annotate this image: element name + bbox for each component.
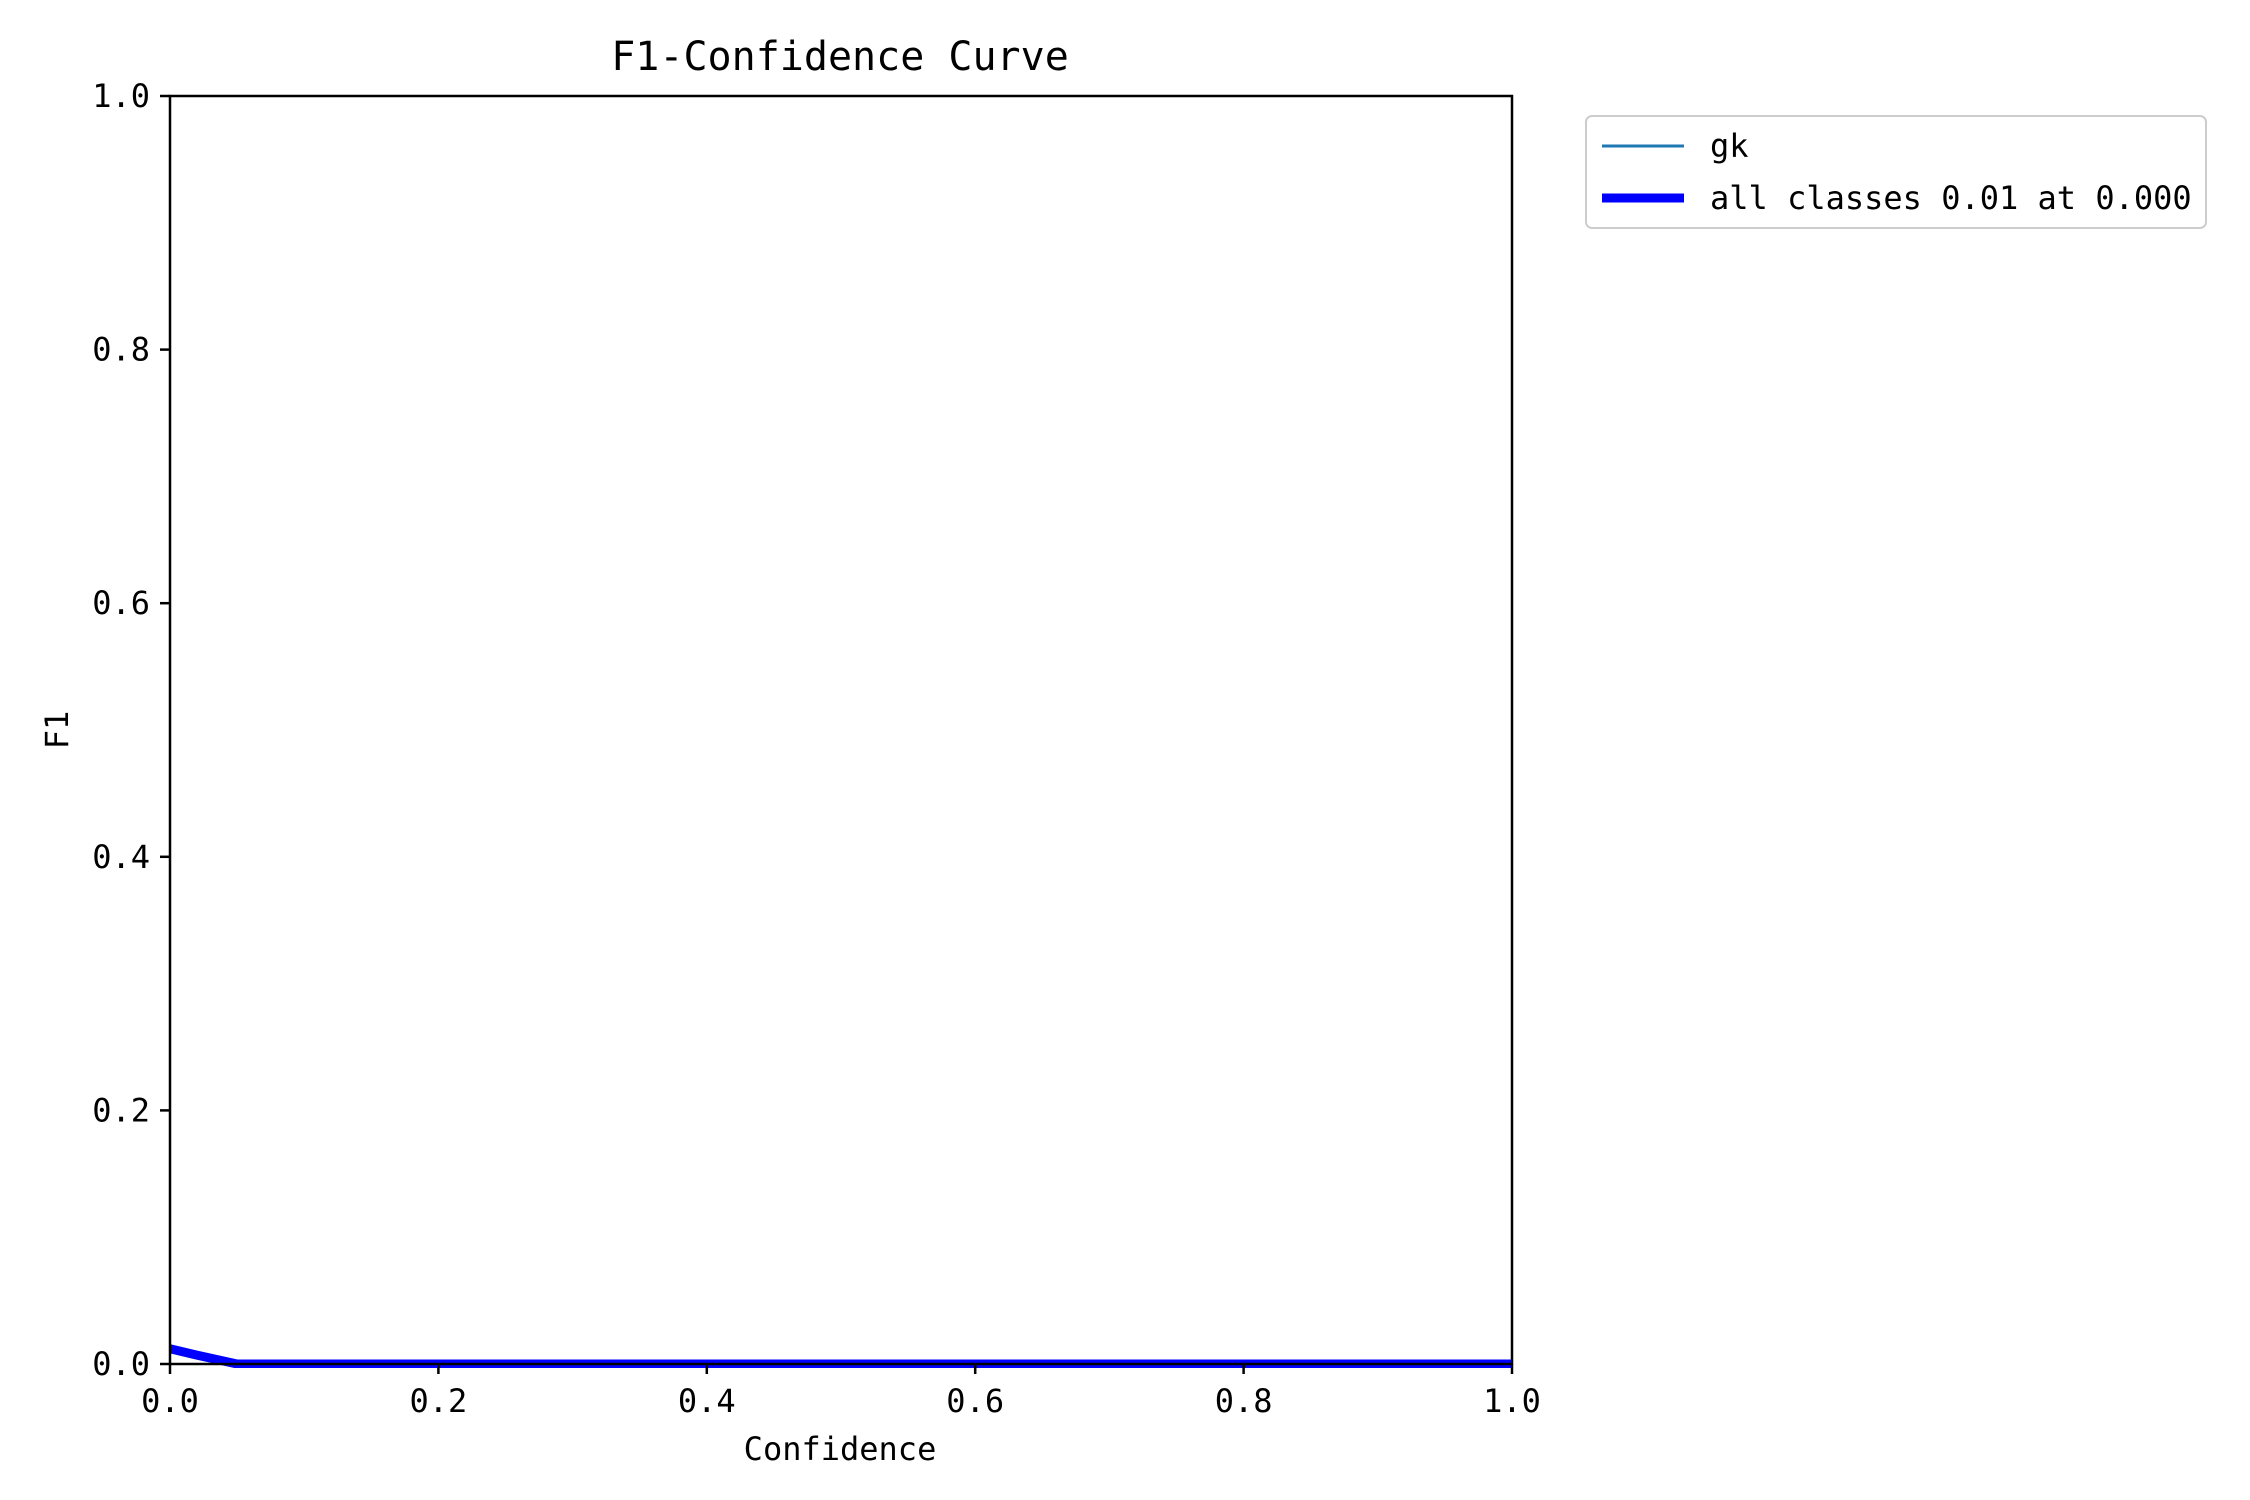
- y-axis-label: F1: [38, 711, 76, 750]
- y-tick-label: 0.8: [92, 331, 150, 369]
- legend-box: [1585, 115, 2207, 229]
- x-tick-label: 0.4: [678, 1382, 736, 1420]
- series-line-1: [170, 1344, 1512, 1368]
- y-tick-label: 0.4: [92, 838, 150, 876]
- legend: gk all classes 0.01 at 0.000: [1585, 115, 2207, 229]
- x-axis-label: Confidence: [744, 1430, 937, 1468]
- x-tick-label: 1.0: [1483, 1382, 1541, 1420]
- axes-layer: 0.0 0.2 0.4 0.6 0.8 1.0 0.0 0.2 0.4 0.6 0.8 1.0: [92, 77, 1541, 1420]
- y-tick-label: 0.0: [92, 1345, 150, 1383]
- legend-label-1: all classes 0.01 at 0.000: [1710, 179, 2192, 217]
- y-tick-label: 1.0: [92, 77, 150, 115]
- x-tick-label: 0.8: [1215, 1382, 1273, 1420]
- plot-area: [170, 1344, 1512, 1368]
- legend-label-0: gk: [1710, 127, 1749, 165]
- series-group: [170, 1344, 1512, 1368]
- x-tick-label: 0.6: [946, 1382, 1004, 1420]
- axes-frame: [168, 94, 1514, 1366]
- y-tick-label: 0.6: [92, 584, 150, 622]
- chart-title: F1-Confidence Curve: [611, 34, 1069, 80]
- x-tick-label: 0.0: [141, 1382, 199, 1420]
- x-tick-label: 0.2: [410, 1382, 468, 1420]
- y-tick-label: 0.2: [92, 1091, 150, 1129]
